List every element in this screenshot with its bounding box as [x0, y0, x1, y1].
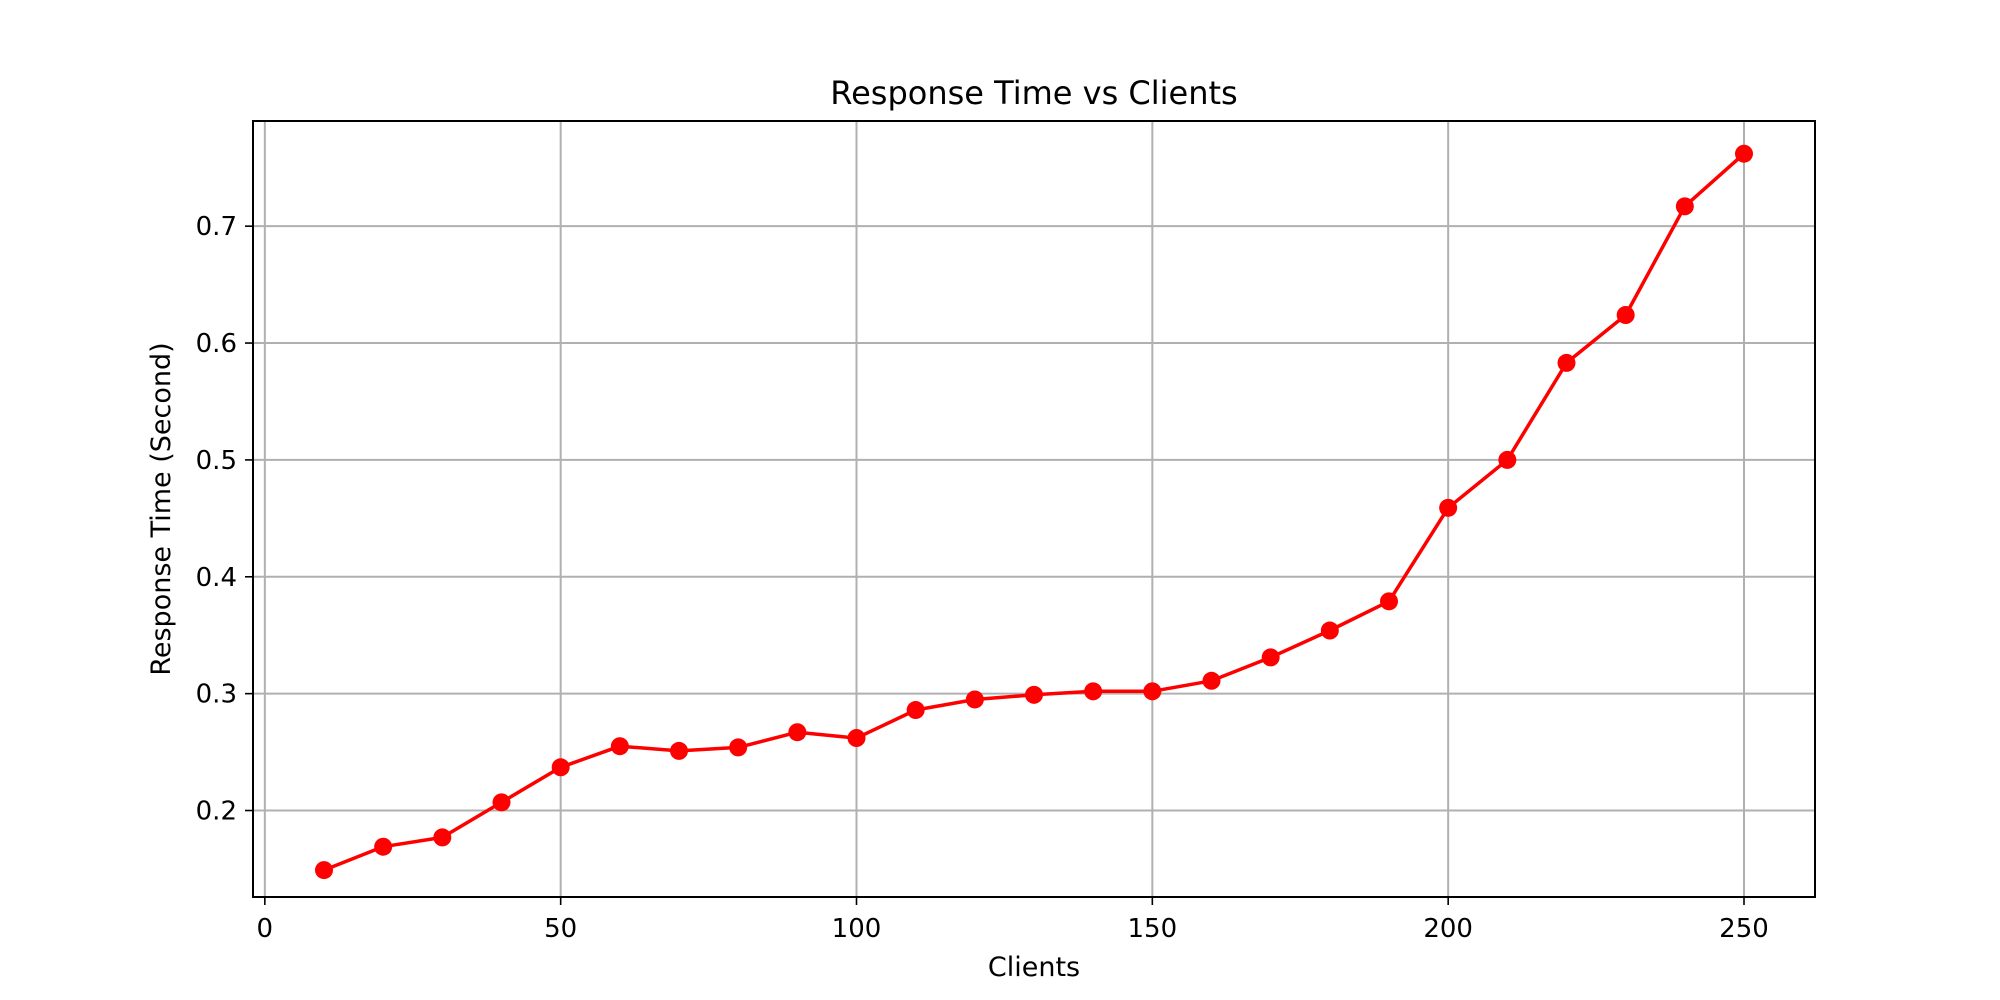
x-tick-label: 150	[1128, 914, 1178, 944]
x-tick-label: 250	[1719, 914, 1769, 944]
axis-ticks: 0 50 100 150 200 250 0.2 0.3 0.4 0.5 0.6 0.7	[196, 212, 1769, 944]
data-point	[433, 828, 452, 847]
data-point	[315, 861, 333, 880]
series-layer	[315, 144, 1753, 880]
data-point	[1320, 621, 1339, 640]
y-tick-label: 0.5	[196, 446, 237, 476]
data-point	[1261, 648, 1280, 667]
y-tick-label: 0.2	[196, 797, 237, 827]
data-point	[1735, 144, 1753, 163]
data-point	[847, 729, 866, 748]
data-point	[1025, 685, 1043, 704]
x-tick-label: 0	[257, 914, 274, 944]
y-axis-label: Response Time (Second)	[146, 342, 177, 675]
x-tick-label: 200	[1423, 914, 1473, 944]
data-point	[906, 701, 925, 720]
x-axis-label: Clients	[988, 952, 1080, 983]
y-tick-label: 0.4	[196, 563, 237, 593]
data-point	[551, 758, 570, 777]
plot-frame	[252, 120, 1816, 898]
chart-title: Response Time vs Clients	[830, 74, 1237, 112]
data-point	[1143, 682, 1162, 701]
x-tick-label: 100	[832, 914, 882, 944]
data-point	[788, 723, 807, 742]
data-point	[1557, 353, 1576, 372]
data-point	[1084, 682, 1103, 701]
data-point	[1616, 306, 1635, 324]
data-point	[492, 793, 511, 812]
data-point	[1202, 671, 1221, 690]
series-line	[323, 152, 1746, 872]
data-point	[729, 738, 748, 757]
data-point	[1380, 592, 1398, 611]
y-tick-label: 0.6	[196, 329, 237, 359]
data-point	[670, 741, 688, 760]
data-point	[610, 737, 629, 756]
data-point	[1439, 498, 1458, 517]
data-point	[1498, 450, 1517, 469]
data-point	[1675, 197, 1694, 216]
grid	[253, 121, 1815, 897]
y-tick-label: 0.7	[196, 212, 237, 242]
data-point	[965, 690, 984, 709]
y-tick-label: 0.3	[196, 680, 237, 710]
data-point	[374, 837, 393, 856]
x-tick-label: 50	[544, 914, 577, 944]
